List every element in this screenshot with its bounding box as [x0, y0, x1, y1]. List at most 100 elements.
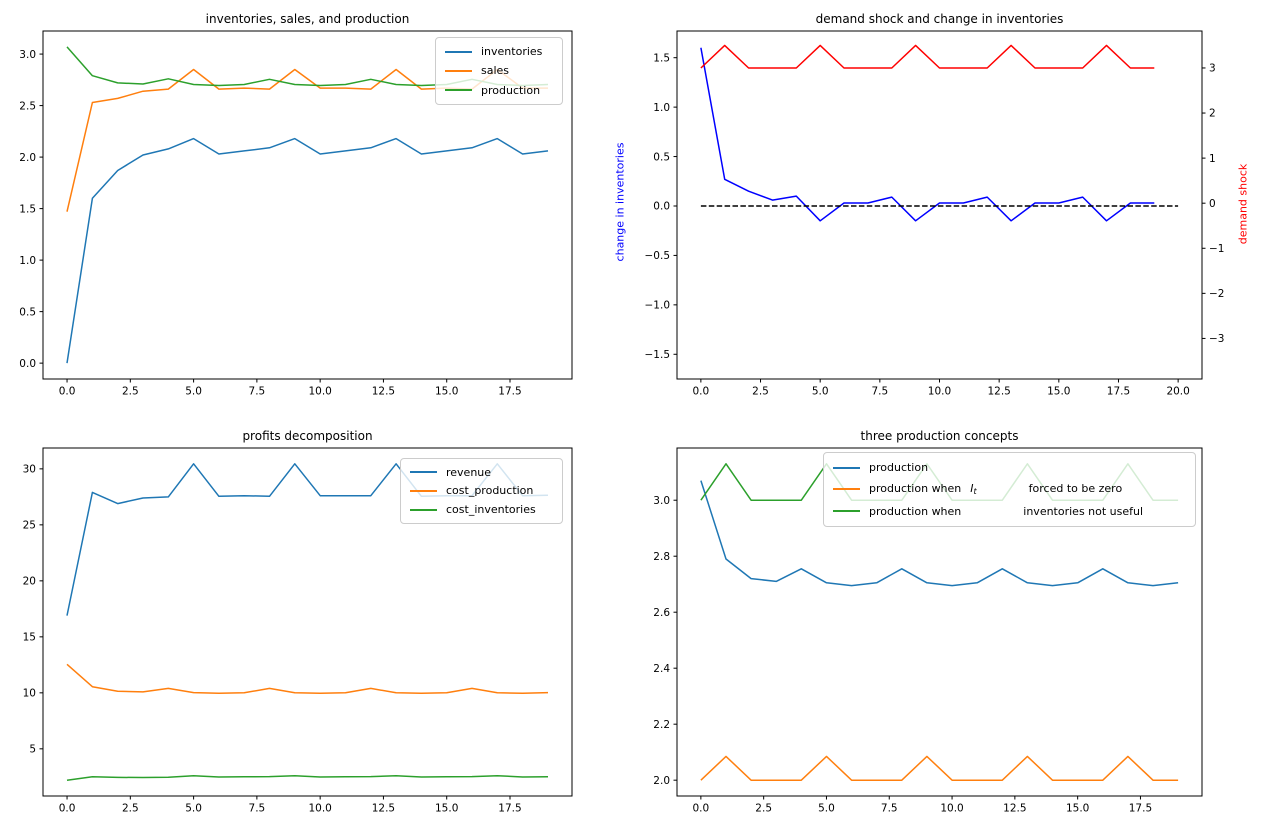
- series-line-cost-inventories: [66, 774, 549, 781]
- legend-item: production when It forced to be zero: [833, 482, 1186, 496]
- legend-label-text: sales: [481, 64, 510, 78]
- legend-inventories-sales-production: inventories sales production: [435, 37, 563, 105]
- x-tick-label: 10.0: [308, 803, 331, 815]
- x-tick-label: 15.0: [1047, 386, 1070, 398]
- legend-swatch-line: [410, 508, 437, 511]
- x-tick-label: 17.5: [498, 803, 521, 815]
- legend-label-text: cost_production: [446, 484, 534, 498]
- y-tick-label: −0.5: [645, 250, 671, 262]
- x-tick-label: 17.5: [1129, 803, 1152, 815]
- legend-item-label: production when It forced to be zero: [869, 482, 1122, 496]
- legend-item: production: [445, 84, 553, 97]
- axes-frame: [676, 30, 1203, 380]
- y-tick-label: 1.0: [653, 102, 670, 114]
- y-tick-label: 30: [23, 464, 36, 476]
- x-tick-label: 0.0: [693, 386, 710, 398]
- y-tick-label: 0.5: [19, 306, 36, 318]
- axes-frame: [42, 30, 573, 380]
- legend-item-label: sales: [481, 64, 509, 77]
- subplot-inventories-sales-production: 0.0 2.5 5.0 7.5 10.0 12.5 15.0 17.5 0.0 0.5 1.0 1.5…: [19, 30, 573, 398]
- x-tick-label: 5.0: [185, 386, 202, 398]
- legend-profits-decomposition: revenue cost_production cost_inventories: [400, 458, 563, 524]
- legend-item-label: cost_inventories: [446, 503, 536, 516]
- x-tick-label: 17.5: [498, 386, 521, 398]
- legend-item: production: [833, 461, 1186, 474]
- y-tick-label: 2.6: [653, 607, 670, 619]
- legend-swatch-line: [833, 488, 860, 491]
- subplot-demand-shock-change-in-inventories: 0.0 2.5 5.0 7.5 10.0 12.5 15.0 17.5 20.0−1.5−1.0…: [645, 30, 1224, 398]
- y-tick-label: 2.5: [19, 100, 36, 112]
- y-tick-label: 2.4: [653, 663, 670, 675]
- legend-label-text: cost_inventories: [446, 503, 536, 517]
- x-tick-label: 7.5: [249, 386, 266, 398]
- x-tick-label: 12.5: [372, 386, 395, 398]
- x-tick-label: 2.5: [122, 386, 139, 398]
- legend-item: revenue: [410, 466, 553, 479]
- legend-label-text: revenue: [446, 465, 492, 479]
- legend-item-label: revenue: [446, 466, 491, 479]
- legend-label-text: production: [481, 83, 541, 97]
- y-tick-label: 0.0: [19, 358, 36, 370]
- series-line-production-when-i-t-forced-to-be-zero: [700, 755, 1179, 781]
- legend-label-gap: [961, 514, 1023, 515]
- legend-item-label: production when inventories not useful: [869, 505, 1143, 518]
- y-right-tick-label: 2: [1209, 108, 1216, 120]
- legend-label-text: I: [970, 482, 974, 496]
- y-right-tick-label: 1: [1209, 153, 1216, 165]
- y-right-tick-label: 0: [1209, 198, 1216, 210]
- legend-item: cost_production: [410, 484, 553, 497]
- x-tick-label: 15.0: [435, 803, 458, 815]
- legend-swatch-line: [445, 89, 472, 92]
- legend-swatch-line: [410, 489, 437, 492]
- y-tick-label: 25: [23, 520, 36, 532]
- series-line-cost-production: [66, 663, 549, 694]
- legend-label-text: production when: [869, 504, 962, 518]
- y-tick-label: 1.5: [19, 203, 36, 215]
- axes-frame: [42, 447, 573, 797]
- x-tick-label: 10.0: [928, 386, 951, 398]
- x-tick-label: 5.0: [185, 803, 202, 815]
- x-tick-label: 7.5: [249, 803, 266, 815]
- legend-label-gap: [977, 491, 1029, 492]
- x-tick-label: 12.5: [987, 386, 1010, 398]
- x-tick-label: 12.5: [372, 803, 395, 815]
- x-tick-label: 10.0: [308, 386, 331, 398]
- x-tick-label: 10.0: [940, 803, 963, 815]
- y-tick-label: 2.0: [653, 775, 670, 787]
- legend-swatch-line: [833, 510, 860, 513]
- x-tick-label: 5.0: [812, 386, 829, 398]
- series-line-inventories: [66, 137, 549, 364]
- x-tick-label: 17.5: [1107, 386, 1130, 398]
- series-line-production: [700, 480, 1179, 587]
- legend-item: production when inventories not useful: [833, 505, 1186, 518]
- legend-label-text: production when: [869, 482, 962, 496]
- legend-swatch-line: [833, 466, 860, 469]
- legend-label-text: forced to be zero: [1028, 482, 1123, 496]
- legend-item: cost_inventories: [410, 503, 553, 516]
- y-tick-label: 1.5: [653, 52, 670, 64]
- legend-label-text: t: [973, 487, 977, 497]
- chart-title-three-production-concepts: three production concepts: [860, 429, 1019, 443]
- x-tick-label: 20.0: [1166, 386, 1189, 398]
- y-tick-label: 2.2: [653, 719, 670, 731]
- y-tick-label: 0.5: [653, 151, 670, 163]
- legend-item: inventories: [445, 45, 553, 58]
- y-right-tick-label: 3: [1209, 63, 1216, 75]
- series-line-change-in-inventories: [700, 47, 1155, 222]
- axes-frame: [676, 447, 1203, 797]
- legend-label-text: inventories: [481, 45, 543, 59]
- x-tick-label: 2.5: [755, 803, 772, 815]
- y-right-tick-label: −3: [1209, 333, 1224, 345]
- x-tick-label: 7.5: [871, 386, 888, 398]
- x-tick-label: 7.5: [881, 803, 898, 815]
- legend-item: sales: [445, 64, 553, 77]
- legend-label-text: production: [869, 461, 929, 475]
- y-right-tick-label: −1: [1209, 243, 1224, 255]
- y-tick-label: 10: [23, 688, 36, 700]
- chart-title-profits-decomposition: profits decomposition: [242, 429, 373, 443]
- chart-title-demand-shock: demand shock and change in inventories: [815, 12, 1064, 26]
- y-tick-label: −1.0: [645, 300, 671, 312]
- legend-three-production-concepts: production production when It forced to be …: [823, 452, 1196, 527]
